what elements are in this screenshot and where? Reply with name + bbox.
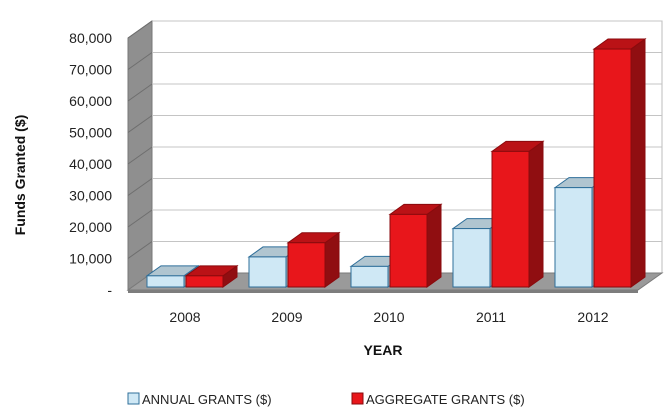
gridline-side [127, 52, 153, 70]
gridline-side [127, 146, 153, 165]
bar-aggregate-2008 [185, 275, 224, 288]
legend-swatch [351, 392, 364, 405]
x-tick-label: 2009 [271, 309, 302, 325]
bar-annual-2011 [452, 228, 491, 288]
y-tick-label: 30,000 [69, 188, 112, 204]
bar-annual-2010 [350, 265, 389, 288]
y-tick-label: 80,000 [69, 30, 112, 46]
bar-aggregate-2011 [491, 150, 530, 288]
x-tick-label: 2010 [373, 309, 404, 325]
gridline-side [127, 241, 153, 259]
bar-side [426, 203, 442, 288]
bar-annual-2008 [146, 275, 185, 288]
y-tick-label: 50,000 [69, 125, 112, 141]
y-tick-label: 70,000 [69, 62, 112, 78]
y-tick-label: 40,000 [69, 156, 112, 172]
y-tick-label: - [107, 282, 112, 298]
gridline-side [127, 115, 153, 133]
x-tick-label: 2012 [577, 309, 608, 325]
gridline-side [127, 209, 153, 228]
bar-side [630, 38, 646, 288]
legend-label: AGGREGATE GRANTS ($) [366, 392, 525, 407]
y-tick-label: 10,000 [69, 251, 112, 267]
bar-aggregate-2012 [593, 48, 632, 288]
x-tick-label: 2011 [476, 309, 506, 325]
bar-aggregate-2010 [389, 213, 428, 288]
y-tick-label: 60,000 [69, 93, 112, 109]
bar-annual-2012 [554, 187, 593, 288]
x-axis-title: YEAR [364, 342, 403, 358]
legend-swatch [127, 392, 140, 405]
gridline-side [127, 178, 153, 196]
legend-label: ANNUAL GRANTS ($) [142, 392, 272, 407]
y-tick-label: 20,000 [69, 219, 112, 235]
floor-edge [128, 290, 638, 293]
gridline-side [127, 20, 153, 39]
gridline-side [127, 83, 153, 102]
x-tick-label: 2008 [169, 309, 200, 325]
bar-annual-2009 [248, 256, 287, 288]
bar-aggregate-2009 [287, 242, 326, 288]
bar-side [528, 140, 544, 288]
y-axis-title: Funds Granted ($) [12, 115, 28, 236]
